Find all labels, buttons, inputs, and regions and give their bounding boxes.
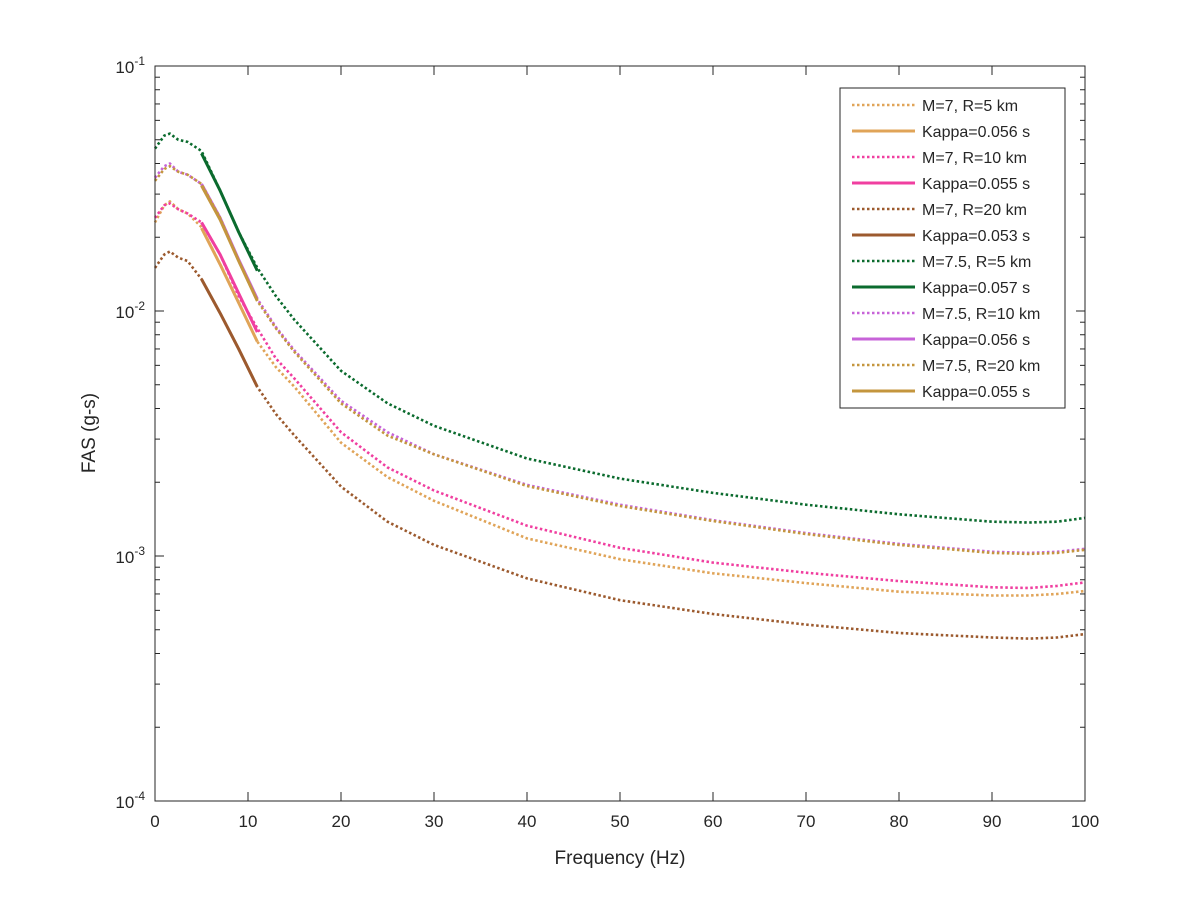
x-tick-label: 60 <box>704 812 723 831</box>
series-layer <box>153 132 1086 640</box>
y-tick-label: 10-3 <box>115 544 145 567</box>
legend-entry: Kappa=0.056 s <box>922 124 1030 141</box>
legend-entry: M=7.5, R=20 km <box>922 358 1040 375</box>
series-line-12 <box>200 184 259 302</box>
x-axis-label: Frequency (Hz) <box>555 848 686 869</box>
legend-entry: M=7, R=20 km <box>922 202 1027 219</box>
series-line-3 <box>153 202 1086 590</box>
legend-entry: Kappa=0.057 s <box>922 280 1030 297</box>
x-tick-label: 80 <box>890 812 909 831</box>
legend-box <box>839 87 1066 409</box>
legend-entry: M=7.5, R=5 km <box>922 254 1031 271</box>
legend-entry: Kappa=0.056 s <box>922 332 1030 349</box>
legend-entry: M=7, R=10 km <box>922 150 1027 167</box>
legend-entry: Kappa=0.055 s <box>922 176 1030 193</box>
legend: M=7, R=5 km Kappa=0.056 s M=7, R=10 km Kapp… <box>839 87 1066 409</box>
series-line-1 <box>153 200 1086 597</box>
series-line-7 <box>153 132 1086 524</box>
legend-entry: Kappa=0.055 s <box>922 384 1030 401</box>
x-tick-label: 70 <box>797 812 816 831</box>
y-tick-label: 10-4 <box>115 789 145 812</box>
series-line-6 <box>200 278 259 388</box>
legend-entry: M=7.5, R=10 km <box>922 306 1040 323</box>
legend-entry: M=7, R=5 km <box>922 98 1018 115</box>
y-axis-label: FAS (g-s) <box>79 393 100 473</box>
y-tick-label: 10-2 <box>115 299 145 322</box>
series-line-4 <box>200 221 259 333</box>
x-tick-label: 10 <box>239 812 258 831</box>
series-line-8 <box>200 152 259 272</box>
x-tick-label: 100 <box>1071 812 1099 831</box>
series-line-2 <box>200 227 259 343</box>
x-tick-label: 30 <box>425 812 444 831</box>
legend-entry: Kappa=0.053 s <box>922 228 1030 245</box>
x-tick-label: 50 <box>611 812 630 831</box>
x-tick-label: 90 <box>983 812 1002 831</box>
axes-layer: 0 10 20 30 40 50 60 70 80 90 100 10-4 10-3 10-2 10-1 <box>115 54 1099 831</box>
x-tick-label: 20 <box>332 812 351 831</box>
x-tick-label: 40 <box>518 812 537 831</box>
y-tick-label: 10-1 <box>115 54 145 77</box>
x-tick-label: 0 <box>150 812 159 831</box>
